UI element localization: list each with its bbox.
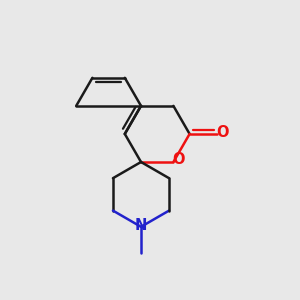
Text: O: O (172, 152, 184, 167)
Text: N: N (135, 218, 147, 233)
Text: O: O (216, 125, 229, 140)
